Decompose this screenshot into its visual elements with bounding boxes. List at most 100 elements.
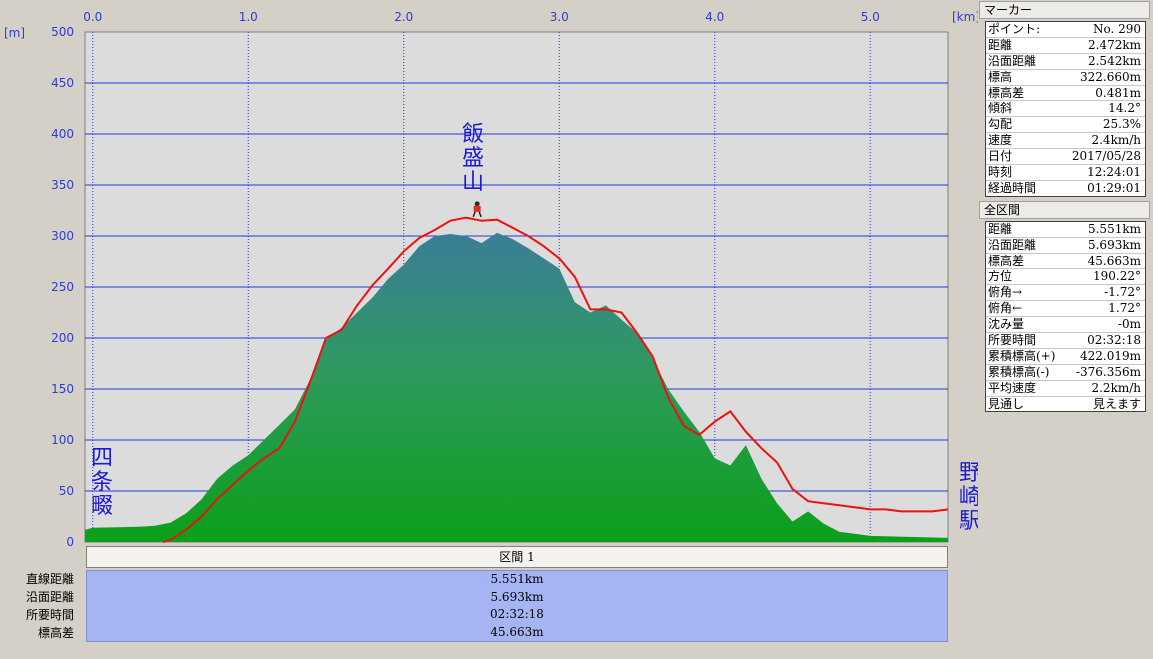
marker-key: ポイント:: [988, 22, 1041, 36]
marker-key: 距離: [988, 37, 1013, 52]
marker-row: 経過時間 01:29:01: [986, 181, 1145, 196]
peak-label-char: 飯: [461, 122, 484, 147]
total-row: 所要時間 02:32:18: [986, 333, 1145, 349]
section-header[interactable]: 区間 1: [86, 546, 948, 568]
total-value: -1.72°: [1104, 285, 1141, 300]
marker-key: 標高差: [988, 85, 1025, 100]
marker-value: 2.4km/h: [1091, 133, 1141, 148]
total-key: 俯角←: [988, 301, 1023, 316]
y-tick-label: 100: [51, 433, 74, 447]
end-label-char: 駅: [958, 509, 981, 534]
marker-value: 0.481m: [1095, 85, 1141, 100]
marker-key: 日付: [988, 149, 1013, 164]
marker-key: 経過時間: [988, 180, 1037, 195]
profile-chart[interactable]: 0 50 100 150 200 250 300 350 400 450 500 0.0 1.0 2.0 3…: [0, 0, 978, 547]
y-tick-label: 250: [51, 280, 74, 294]
y-tick-label: 400: [51, 127, 74, 141]
total-row: 累積標高(-) -376.356m: [986, 365, 1145, 381]
marker-row: ポイント: No. 290: [986, 22, 1145, 38]
y-tick-label: 450: [51, 76, 74, 90]
total-row: 距離 5.551km: [986, 222, 1145, 238]
y-tick-label: 300: [51, 229, 74, 243]
total-value: -376.356m: [1075, 364, 1141, 379]
y-unit-label: [m]: [4, 26, 25, 40]
start-label-char: 条: [90, 470, 113, 495]
total-row: 見通し 見えます: [986, 397, 1145, 412]
marker-key: 速度: [988, 133, 1013, 148]
total-key: 見通し: [988, 396, 1025, 411]
section-row-label: 沿面距離: [25, 590, 74, 604]
y-tick-label: 350: [51, 178, 74, 192]
total-key: 沈み量: [988, 317, 1025, 332]
total-value: 5.551km: [1087, 221, 1141, 236]
total-key: 沿面距離: [988, 237, 1037, 252]
total-key: 所要時間: [988, 333, 1037, 348]
marker-value: 2.542km: [1087, 53, 1141, 68]
marker-value: 2.472km: [1087, 37, 1141, 52]
total-row: 累積標高(+) 422.019m: [986, 349, 1145, 365]
marker-value: 14.2°: [1108, 101, 1141, 116]
marker-value: 322.660m: [1079, 69, 1141, 84]
marker-key: 勾配: [988, 117, 1013, 132]
section-row-value: 5.551km: [490, 572, 544, 586]
total-value: 2.2km/h: [1091, 380, 1141, 395]
total-row: 沈み量 -0m: [986, 317, 1145, 334]
terrain-area: [85, 232, 948, 542]
grid: [85, 32, 948, 542]
total-key: 標高差: [988, 253, 1025, 268]
total-row: 俯角→ -1.72°: [986, 285, 1145, 302]
marker-value: 01:29:01: [1087, 180, 1141, 195]
total-row: 方位 190.22°: [986, 269, 1145, 286]
y-tick-label: 50: [59, 484, 74, 498]
marker-key: 標高: [988, 69, 1013, 84]
y-tick-label: 150: [51, 382, 74, 396]
total-key: 累積標高(-): [988, 364, 1050, 379]
total-row: 平均速度 2.2km/h: [986, 381, 1145, 397]
marker-key: 時刻: [988, 165, 1013, 180]
section-labels: 直線距離 沿面距離 所要時間 標高差: [0, 570, 84, 642]
x-tick-label: 0.0: [83, 10, 102, 24]
marker-value: No. 290: [1092, 22, 1141, 36]
x-tick-label: 5.0: [861, 10, 880, 24]
marker-key: 傾斜: [988, 101, 1013, 116]
marker-row: 傾斜 14.2°: [986, 101, 1145, 118]
total-row: 俯角← 1.72°: [986, 301, 1145, 318]
marker-table: ポイント: No. 290 距離 2.472km 沿面距離 2.542km 標高 322.66…: [985, 21, 1146, 197]
total-key: 累積標高(+): [988, 348, 1056, 363]
end-label: 野 崎 駅: [957, 462, 983, 534]
total-value: 190.22°: [1093, 269, 1141, 284]
x-unit-label: [km]: [952, 10, 978, 24]
total-value: 422.019m: [1079, 348, 1141, 363]
y-tick-label: 500: [51, 25, 74, 39]
section-row-label: 標高差: [37, 626, 74, 640]
marker-row: 標高差 0.481m: [986, 86, 1145, 102]
total-value: -0m: [1117, 317, 1141, 332]
total-key: 距離: [988, 221, 1013, 236]
marker-body: [473, 205, 481, 212]
total-value: 5.693km: [1087, 237, 1141, 252]
hiker-marker-icon[interactable]: [472, 201, 482, 218]
x-tick-label: 1.0: [239, 10, 258, 24]
marker-row: 距離 2.472km: [986, 38, 1145, 54]
total-value: 45.663m: [1087, 253, 1141, 268]
start-label: 四 条 畷: [89, 447, 115, 519]
total-value: 02:32:18: [1087, 333, 1141, 348]
peak-label: 飯 盛 山: [460, 123, 486, 195]
total-value: 1.72°: [1108, 301, 1141, 316]
marker-row: 沿面距離 2.542km: [986, 54, 1145, 70]
marker-head: [474, 201, 480, 207]
marker-row: 標高 322.660m: [986, 70, 1145, 86]
total-key: 方位: [988, 269, 1013, 284]
route-line: [162, 216, 949, 543]
elevation-profile[interactable]: 0 50 100 150 200 250 300 350 400 450 500 0.0 1.0 2.0 3…: [0, 0, 981, 547]
total-row: 沿面距離 5.693km: [986, 238, 1145, 254]
end-label-char: 野: [958, 461, 981, 486]
marker-leg: [472, 211, 476, 218]
total-row: 標高差 45.663m: [986, 254, 1145, 270]
section-row-value: 45.663m: [490, 624, 544, 639]
peak-label-char: 盛: [461, 146, 484, 171]
marker-row: 日付 2017/05/28: [986, 149, 1145, 166]
total-key: 俯角→: [988, 285, 1023, 300]
marker-leg: [478, 211, 482, 218]
marker-row: 勾配 25.3%: [986, 117, 1145, 134]
